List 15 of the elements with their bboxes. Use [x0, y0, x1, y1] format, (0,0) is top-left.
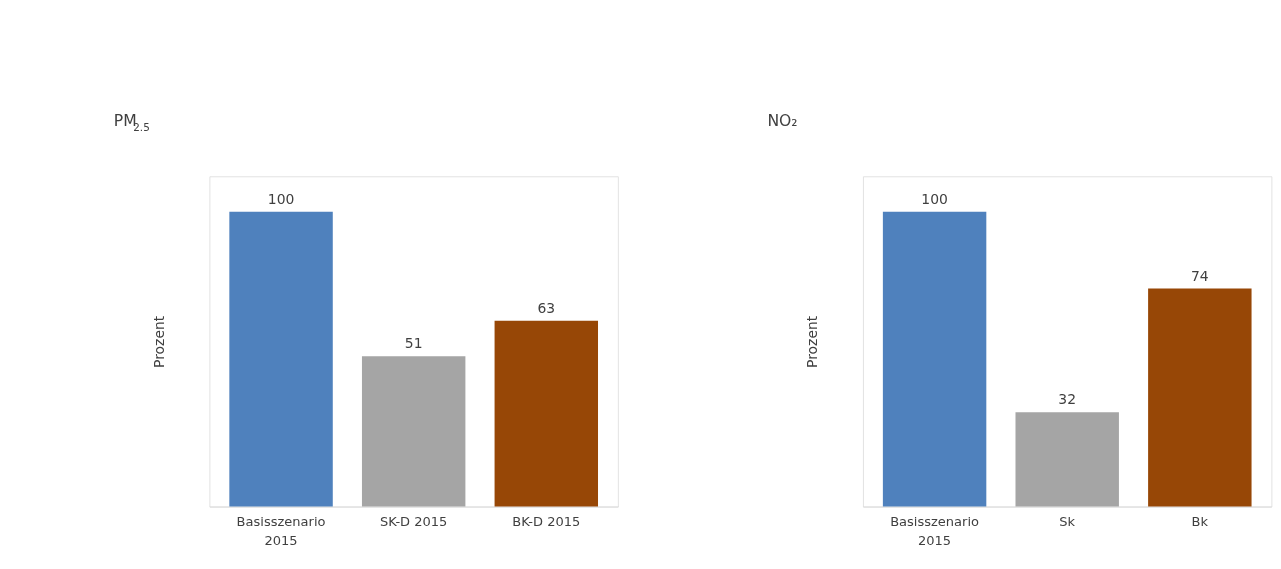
x-tick-label: SK-D 2015: [379, 514, 448, 530]
y-axis-title: Prozent: [150, 315, 167, 368]
data-label: 32: [1058, 391, 1077, 408]
x-tick-label: Basisszenario 2015: [890, 514, 980, 549]
data-label: 74: [1190, 267, 1209, 284]
x-tick-label: Bk: [1191, 514, 1209, 530]
data-label: 100: [267, 190, 295, 207]
x-tick-label: Sk: [1059, 514, 1076, 530]
data-label: 100: [921, 190, 948, 207]
x-tick-label: BK-D 2015: [512, 514, 581, 530]
data-label: 51: [404, 335, 423, 352]
x-tick-label: Basisszenario 2015: [236, 514, 326, 549]
y-axis-title: Prozent: [804, 315, 821, 368]
data-label: 63: [537, 299, 556, 316]
chart-title: NO₂: [767, 110, 798, 130]
